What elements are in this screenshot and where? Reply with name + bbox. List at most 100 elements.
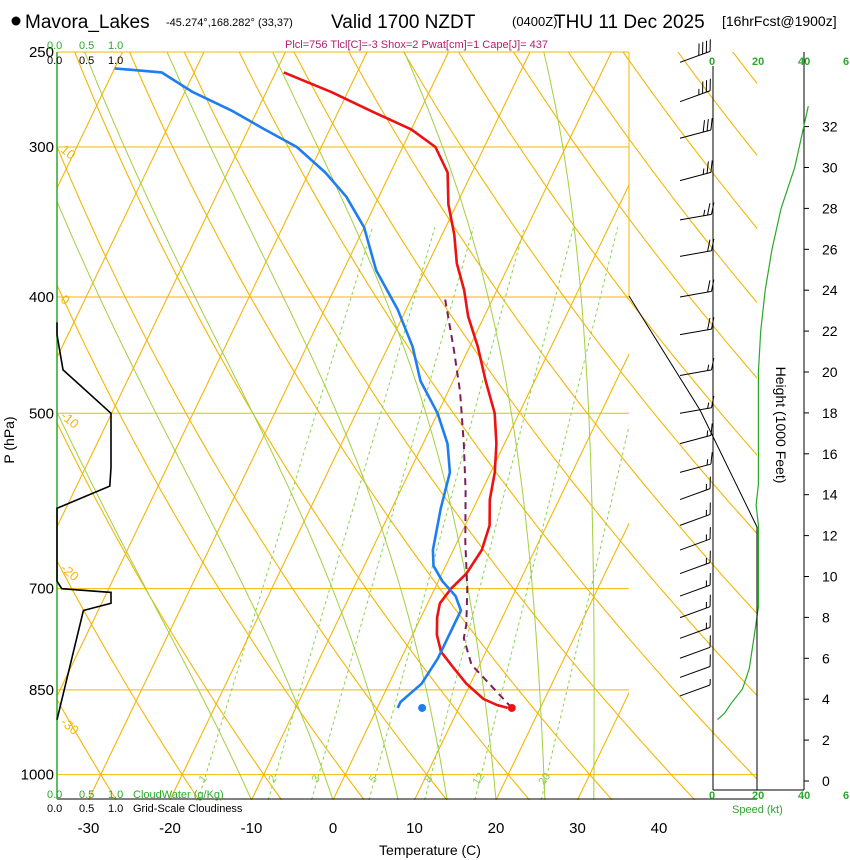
dry-adiabat-line <box>238 52 757 780</box>
wind-barb-flag <box>711 279 715 292</box>
wind-barb <box>679 502 711 526</box>
height-tick-label: 32 <box>822 119 838 135</box>
temperature-tick-label: 0 <box>329 820 337 837</box>
wind-barb-shaft <box>679 171 712 182</box>
parcel-profile-line <box>443 296 513 709</box>
isotherm-label: 10 <box>58 142 79 163</box>
speed-axis-title: Speed (kt) <box>732 804 783 816</box>
isotherm-line <box>251 52 612 800</box>
isotherm-line <box>577 691 629 800</box>
height-tick-label: 6 <box>822 650 830 666</box>
wind-barb-shaft <box>679 90 711 103</box>
wind-barb-flag <box>707 317 711 330</box>
moist-adiabat-line <box>84 52 399 800</box>
isobar-grid <box>57 51 757 776</box>
height-tick-label: 30 <box>822 160 838 176</box>
dry-adiabat-line <box>74 52 530 800</box>
isotherm-label: 0 <box>58 292 73 308</box>
wind-barb-flag <box>711 238 715 251</box>
speed-bottom-tick: 0 <box>709 790 715 802</box>
wind-barb-shaft <box>679 584 711 597</box>
mixing-ratio-label: 2 <box>266 773 279 785</box>
pressure-ticks: 250 300 400 500 700 850 1000 <box>21 44 54 784</box>
wind-barb-flag <box>707 203 711 216</box>
speed-bottom-tick: 6 <box>843 790 849 802</box>
temperature-tick-label: 40 <box>651 820 668 837</box>
wind-barb-shaft <box>679 606 711 619</box>
temperature-tick-label: 10 <box>406 820 423 837</box>
mixing-ratio-label: 8 <box>422 773 435 785</box>
wind-barb-flag <box>702 120 705 133</box>
dry-adiabat-line <box>458 52 757 456</box>
pressure-tick-label: 700 <box>29 581 54 598</box>
height-tick-label: 20 <box>822 364 838 380</box>
wind-barb-flag <box>706 430 709 437</box>
isotherm-line <box>414 353 629 800</box>
dry-adiabat-line <box>567 52 757 304</box>
speed-axis-labels: 0 20 40 6 0 20 40 6 Speed (kt) <box>709 56 849 816</box>
wind-barb <box>679 160 713 182</box>
wind-barb-flag <box>711 317 715 330</box>
height-tick-label: 2 <box>822 732 830 748</box>
pressure-tick-label: 850 <box>29 682 54 699</box>
wind-barb-shaft <box>679 250 712 257</box>
wind-barb <box>679 238 715 257</box>
isotherm-label: -20 <box>58 560 82 584</box>
wind-barb-flag <box>710 160 713 173</box>
mixing-ratio-line <box>540 424 629 800</box>
wind-barb-flag <box>706 459 709 466</box>
mixing-ratio-line <box>197 227 373 800</box>
dry-adiabat-line <box>183 52 696 800</box>
isotherm-line <box>88 52 449 800</box>
speed-bottom-tick: 20 <box>752 790 764 802</box>
isotherm-grid <box>57 52 629 800</box>
height-tick-label: 28 <box>822 200 838 216</box>
mixing-ratio-line <box>368 227 525 800</box>
height-tick-label: 12 <box>822 528 838 544</box>
speed-top-tick: 40 <box>798 56 810 68</box>
wind-barb <box>679 679 711 697</box>
dry-adiabat-line <box>622 52 757 230</box>
moist-adiabat-line <box>166 52 448 800</box>
y-axis-title: P (hPa) <box>1 416 17 463</box>
wind-barb <box>679 279 715 298</box>
wind-speed-profile-line <box>717 105 809 721</box>
wind-barb <box>679 527 711 551</box>
cloud-bottom-tick: 1.0 <box>108 803 123 815</box>
pressure-tick-label: 500 <box>29 405 54 422</box>
mixing-ratio-line <box>424 227 574 800</box>
cloud-bottom-tick: 0.0 <box>47 803 62 815</box>
wind-barb-shaft <box>679 513 711 526</box>
wind-barb-flag <box>706 161 709 174</box>
wind-barb-shaft <box>679 488 711 501</box>
isotherm-line <box>57 52 205 359</box>
sounding-series <box>56 67 516 720</box>
height-tick-label: 4 <box>822 691 830 707</box>
wind-barb <box>679 395 715 414</box>
temperature-tick-label: -20 <box>159 820 181 837</box>
wind-barb-flag <box>702 168 705 175</box>
isotherm-line <box>169 52 531 800</box>
cloudwater-bottom-tick: 0.5 <box>79 789 94 801</box>
cloud-axis-title: Grid-Scale Cloudiness <box>133 803 243 815</box>
wind-barb <box>679 635 711 659</box>
dry-adiabat-line <box>403 52 757 535</box>
header: Mavora_Lakes -45.274°,168.282° (33,37) V… <box>11 12 837 51</box>
mixing-ratio-label: 12 <box>470 771 487 788</box>
surface-dewpoint-marker <box>418 703 427 712</box>
moist-adiabat-line <box>272 52 497 800</box>
wind-barb <box>679 423 713 445</box>
dry-adiabat-line <box>348 52 757 615</box>
height-axis-title: Height (1000 Feet) <box>773 367 789 484</box>
wind-barb-shaft <box>679 538 711 551</box>
speed-top-tick: 20 <box>752 56 764 68</box>
wind-barb <box>679 550 711 575</box>
forecast-info: [16hrFcst@1900z] <box>722 13 837 29</box>
wind-barb <box>679 118 713 139</box>
height-tick-label: 24 <box>822 282 838 298</box>
mixing-ratio-label: 1 <box>197 773 210 785</box>
dry-adiabat-line <box>293 52 757 697</box>
moist-adiabat-line <box>543 52 595 800</box>
